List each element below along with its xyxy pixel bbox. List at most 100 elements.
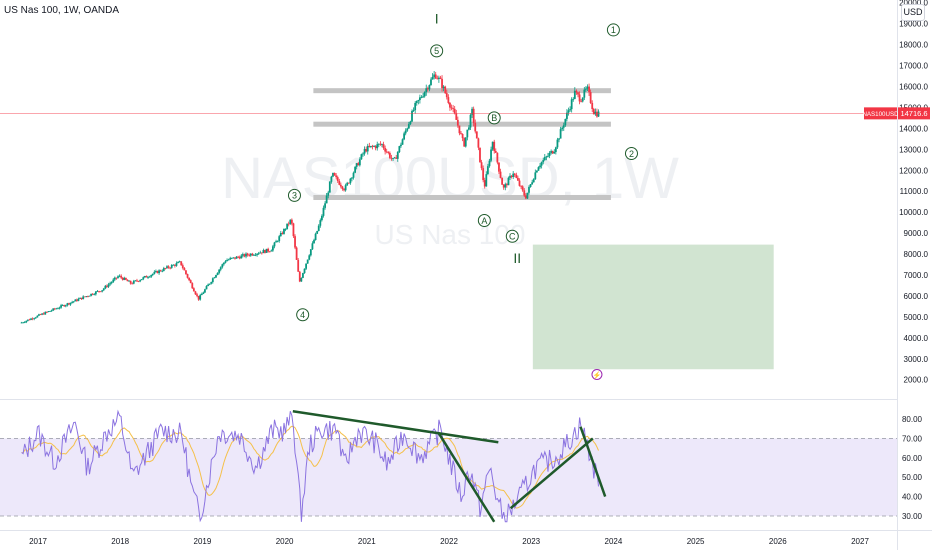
candle-body: [436, 78, 439, 80]
candle-body: [159, 270, 162, 272]
candle-body: [529, 184, 532, 187]
price-tick-label: 11000.0: [900, 187, 929, 196]
candle-body: [371, 145, 374, 147]
symbol-tag-text: NAS100USD: [862, 111, 899, 118]
candle-body: [591, 102, 594, 110]
candle-body: [573, 90, 576, 99]
candle-body: [507, 177, 510, 186]
candle-body: [140, 279, 143, 281]
candle-body: [58, 307, 61, 309]
candle-body: [580, 101, 583, 103]
target-zone-box[interactable]: [532, 244, 774, 370]
wave-label-2[interactable]: 2: [629, 149, 634, 159]
candle-body: [121, 277, 124, 280]
time-tick-label: 2027: [851, 537, 869, 546]
candle-body: [346, 182, 349, 186]
candle-body: [85, 296, 88, 297]
candle-body: [107, 284, 110, 287]
candle-body: [26, 319, 29, 321]
wave-label-C[interactable]: C: [509, 232, 516, 242]
candle-body: [39, 314, 42, 316]
candle-body: [221, 264, 224, 268]
candle-body: [592, 109, 595, 115]
candle-body: [156, 270, 159, 274]
wave-label-A[interactable]: A: [481, 216, 487, 226]
candle-body: [232, 257, 235, 259]
candle-body: [365, 148, 368, 152]
wave-label-1[interactable]: 1: [611, 25, 616, 35]
candle-body: [415, 100, 418, 104]
price-scale-background[interactable]: [897, 0, 932, 550]
symbol-tag[interactable]: [864, 107, 897, 120]
candle-body: [199, 295, 202, 300]
wave-label-3[interactable]: 3: [292, 191, 297, 201]
candle-body: [188, 277, 191, 281]
wave-label-circle: [505, 229, 519, 243]
candle-body: [558, 138, 560, 140]
support-resistance-level[interactable]: [313, 121, 611, 127]
candle-body: [539, 165, 541, 168]
candle-body: [38, 314, 40, 316]
candle-body: [505, 184, 508, 186]
candle-body: [98, 290, 100, 292]
candle-body: [547, 155, 549, 157]
candle-body: [96, 290, 99, 292]
candle-body: [164, 268, 167, 269]
candle-body: [376, 144, 379, 149]
candle-body: [485, 174, 488, 187]
rsi-trendline[interactable]: [579, 426, 607, 498]
rsi-trendline[interactable]: [437, 431, 496, 523]
wave-label-I[interactable]: I: [435, 10, 439, 26]
candle-body: [545, 156, 548, 158]
wave-label-circle: [287, 188, 301, 202]
price-tick-label: 12000.0: [899, 166, 928, 175]
rsi-tick-label: 80.00: [902, 415, 923, 424]
currency-button[interactable]: USD: [901, 4, 925, 21]
price-tag[interactable]: [898, 107, 930, 120]
candle-body: [256, 253, 258, 255]
candle-body: [524, 195, 527, 199]
candle-body: [542, 160, 545, 163]
candle-body: [575, 90, 578, 93]
candle-body: [173, 264, 176, 266]
candle-body: [132, 280, 135, 284]
candle-body: [68, 303, 70, 305]
rsi-band: [0, 438, 897, 516]
rsi-trendline[interactable]: [509, 437, 594, 510]
candle-body: [479, 147, 481, 163]
candle-body: [482, 168, 485, 181]
candle-body: [540, 162, 543, 166]
price-tick-label: 5000.0: [904, 313, 929, 322]
candle-body: [377, 143, 380, 145]
support-resistance-level[interactable]: [313, 88, 611, 94]
support-resistance-level[interactable]: [313, 194, 611, 200]
candle-body: [224, 261, 227, 263]
candle-body: [335, 175, 338, 178]
event-marker-circle[interactable]: [591, 368, 603, 380]
candle-body: [204, 289, 206, 293]
candle-body: [104, 285, 107, 289]
wave-label-4[interactable]: 4: [300, 310, 305, 320]
wave-label-5[interactable]: 5: [434, 46, 439, 56]
candle-body: [521, 186, 524, 191]
candle-body: [581, 97, 584, 102]
candle-body: [510, 175, 513, 177]
wave-label-II[interactable]: II: [513, 250, 521, 266]
wave-label-B[interactable]: B: [491, 113, 497, 123]
candle-body: [284, 228, 287, 230]
candle-body: [414, 103, 417, 111]
candle-body: [395, 157, 398, 159]
candle-body: [501, 177, 504, 185]
candle-body: [189, 280, 192, 284]
candle-body: [475, 131, 478, 139]
candle-body: [314, 233, 317, 241]
candle-body: [363, 148, 366, 154]
candle-body: [91, 293, 94, 295]
rsi-trendline[interactable]: [292, 410, 499, 444]
candle-body: [305, 263, 307, 269]
candle-body: [240, 255, 243, 259]
candle-body: [486, 166, 489, 175]
candle-body: [287, 223, 290, 225]
time-tick-label: 2019: [194, 537, 212, 546]
